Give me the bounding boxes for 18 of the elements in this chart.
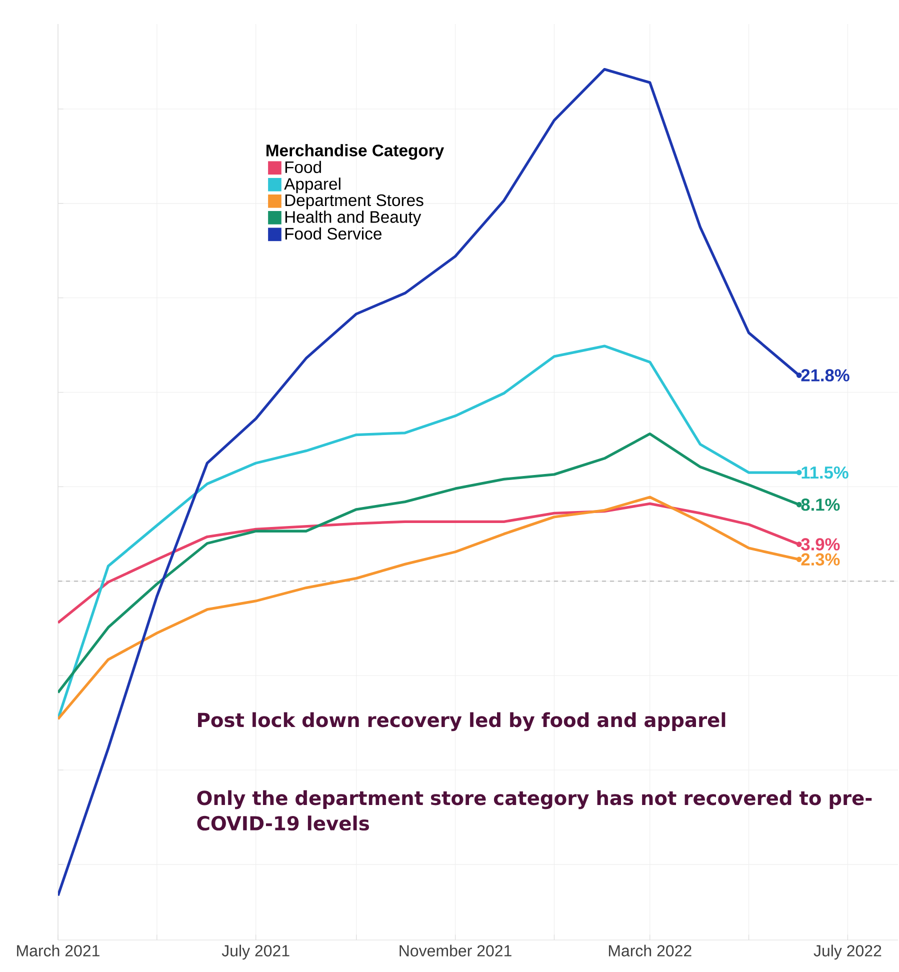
data-label: 11.5% xyxy=(802,466,849,479)
data-label: 3.9% xyxy=(801,538,840,550)
data-label: 21.8% xyxy=(802,369,850,382)
x-tick-label: July 2022 xyxy=(814,944,882,960)
data-label: 8.1% xyxy=(801,498,840,511)
legend-title: Merchandise Category xyxy=(266,144,444,160)
data-label: 2.3% xyxy=(802,553,840,566)
annotation: Post lock down recovery led by food and apparel xyxy=(198,712,726,732)
legend-label: Department Stores xyxy=(286,194,424,210)
legend-label: Health and Beauty xyxy=(286,210,422,226)
x-tick-label: July 2021 xyxy=(222,944,290,960)
x-tick-label: November 2021 xyxy=(400,944,512,956)
annotation: Only the department store category has not recovered to pre-COVID-19 levels xyxy=(197,790,872,831)
legend-label: Food Service xyxy=(286,227,382,240)
legend-label: Food xyxy=(286,160,322,174)
x-tick-label: March 2021 xyxy=(17,944,100,956)
legend-label: Apparel xyxy=(284,178,341,194)
x-tick-label: March 2022 xyxy=(609,944,692,956)
